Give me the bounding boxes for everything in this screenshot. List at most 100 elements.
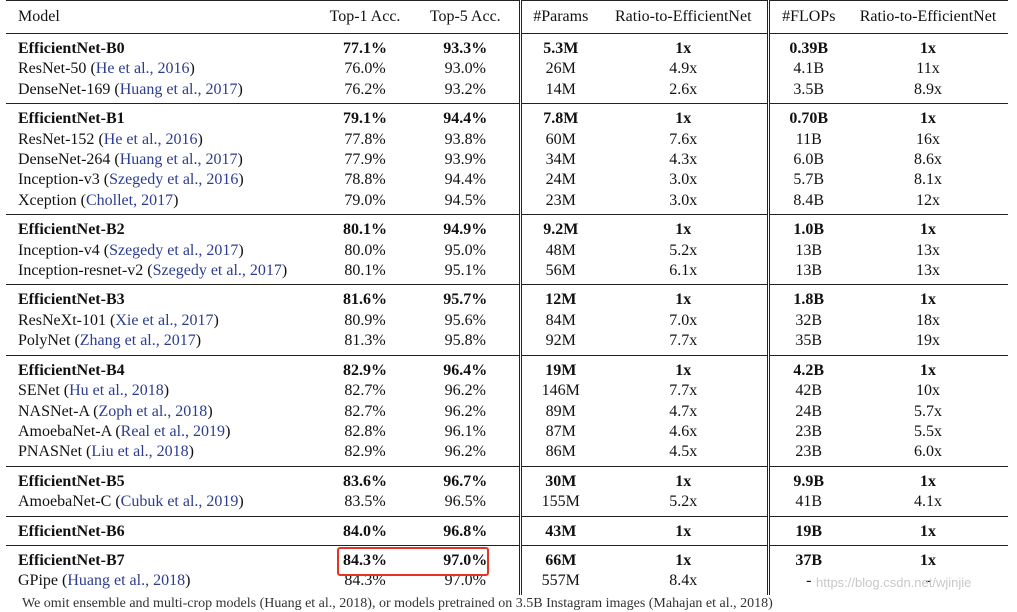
model-name: PNASNet bbox=[18, 443, 83, 461]
flops-cell: 41B bbox=[795, 493, 823, 511]
baseline-row: Inception-v3 (Szegedy et al., 2016) 78.8%… bbox=[6, 170, 1008, 191]
flops-cell: 24B bbox=[795, 402, 823, 420]
top1-cell: 76.2% bbox=[344, 80, 386, 98]
citation-link[interactable]: Huang et al., 2017 bbox=[119, 80, 238, 98]
ratio-flops-cell: 11x bbox=[916, 60, 940, 78]
baseline-row: GPipe (Huang et al., 2018) 84.3% 97.0% 557M… bbox=[6, 571, 1008, 595]
ratio-params-cell: 7.7x bbox=[600, 381, 770, 402]
citation-link[interactable]: Cubuk et al., 2019 bbox=[120, 493, 239, 511]
top5-cell: 93.9% bbox=[412, 150, 522, 171]
citation-link[interactable]: He et al., 2016 bbox=[95, 60, 190, 78]
params-cell: 5.3M bbox=[520, 33, 600, 60]
model-group: EfficientNet-B6 84.0% 96.8% 43M 1x 19B 1x bbox=[6, 515, 1008, 546]
results-table-container: Model Top-1 Acc. Top-5 Acc. #Params Rati… bbox=[6, 0, 1008, 595]
citation-link[interactable]: Xie et al., 2017 bbox=[115, 311, 214, 329]
ratio-params-cell: 1x bbox=[600, 214, 770, 241]
top1-cell: 76.0% bbox=[344, 60, 386, 78]
flops-cell: 0.39B bbox=[768, 33, 848, 60]
top1-cell: 80.1% bbox=[344, 262, 386, 280]
baseline-row: PNASNet (Liu et al., 2018) 82.9% 96.2% 86M 4… bbox=[6, 442, 1008, 467]
model-cell: SENet (Hu et al., 2018) bbox=[18, 382, 170, 400]
model-cell: AmoebaNet-A (Real et al., 2019) bbox=[18, 422, 231, 440]
ratio-flops-cell: 5.7x bbox=[914, 402, 942, 420]
ratio-params-cell: 3.0x bbox=[600, 190, 770, 215]
params-cell: 19M bbox=[520, 354, 600, 382]
citation-link[interactable]: Szegedy et al., 2016 bbox=[109, 171, 239, 189]
model-name: ResNeXt-101 bbox=[18, 311, 106, 329]
ratio-flops-cell: 13x bbox=[916, 262, 940, 280]
model-cell: EfficientNet-B1 bbox=[6, 103, 318, 130]
params-cell: 60M bbox=[545, 130, 576, 148]
citation-link[interactable]: Real et al., 2019 bbox=[120, 422, 226, 440]
model-cell: EfficientNet-B2 bbox=[6, 214, 318, 241]
top1-cell: 79.0% bbox=[344, 191, 386, 209]
efficientnet-row: EfficientNet-B0 77.1% 93.3% 5.3M 1x 0.39B 1x bbox=[6, 33, 1008, 60]
flops-cell: 3.5B bbox=[793, 80, 825, 98]
params-cell: 23M bbox=[545, 191, 576, 209]
params-cell: 7.8M bbox=[520, 103, 600, 130]
params-cell: 34M bbox=[545, 151, 576, 169]
flops-cell: 9.9B bbox=[768, 465, 848, 493]
citation-link[interactable]: Zhang et al., 2017 bbox=[79, 332, 196, 350]
footnote: We omit ensemble and multi-crop models (… bbox=[22, 596, 773, 611]
model-name: Inception-v3 bbox=[18, 171, 100, 189]
params-cell: 12M bbox=[520, 284, 600, 311]
top1-cell: 82.9% bbox=[344, 443, 386, 461]
params-cell: 30M bbox=[520, 465, 600, 493]
citation-link[interactable]: Huang et al., 2017 bbox=[119, 151, 238, 169]
top5-cell: 96.1% bbox=[412, 421, 522, 443]
flops-cell: 4.2B bbox=[768, 354, 848, 382]
ratio-flops-cell: 1x bbox=[848, 544, 1008, 572]
model-cell: Inception-v3 (Szegedy et al., 2016) bbox=[18, 171, 244, 189]
citation-link[interactable]: Huang et al., 2018 bbox=[67, 572, 186, 590]
top1-cell: 83.6% bbox=[318, 465, 412, 493]
efficientnet-comparison-table: Model Top-1 Acc. Top-5 Acc. #Params Rati… bbox=[6, 0, 1008, 595]
efficientnet-row: EfficientNet-B2 80.1% 94.9% 9.2M 1x 1.0B 1x bbox=[6, 214, 1008, 241]
flops-cell: 0.70B bbox=[768, 103, 848, 130]
baseline-row: DenseNet-264 (Huang et al., 2017) 77.9% 93… bbox=[6, 150, 1008, 171]
flops-cell: 42B bbox=[795, 382, 823, 400]
header-ratio-flops: Ratio-to-EfficientNet bbox=[848, 0, 1008, 34]
citation-link[interactable]: Szegedy et al., 2017 bbox=[152, 262, 282, 280]
top5-cell: 93.8% bbox=[412, 129, 522, 151]
ratio-params-cell: 5.2x bbox=[600, 240, 770, 262]
ratio-flops-cell: 19x bbox=[916, 332, 940, 350]
top5-cell: 96.2% bbox=[412, 442, 522, 467]
ratio-flops-cell: 10x bbox=[916, 382, 940, 400]
params-cell: 9.2M bbox=[520, 214, 600, 241]
top5-cell: 96.7% bbox=[412, 465, 522, 493]
top1-cell: 84.0% bbox=[318, 515, 412, 546]
ratio-params-cell: 1x bbox=[600, 544, 770, 572]
flops-cell: 35B bbox=[795, 332, 823, 350]
model-name: EfficientNet-B0 bbox=[18, 40, 125, 57]
model-name: AmoebaNet-A bbox=[18, 422, 112, 440]
model-name: DenseNet-169 bbox=[18, 80, 111, 98]
ratio-flops-cell: 16x bbox=[916, 130, 940, 148]
top5-cell: 93.3% bbox=[412, 33, 522, 60]
citation-link[interactable]: Szegedy et al., 2017 bbox=[109, 241, 239, 259]
ratio-flops-cell: 8.1x bbox=[914, 171, 942, 189]
params-cell: 48M bbox=[545, 241, 576, 259]
citation-link[interactable]: Hu et al., 2018 bbox=[69, 382, 164, 400]
top5-cell: 95.6% bbox=[412, 310, 522, 332]
header-row: Model Top-1 Acc. Top-5 Acc. #Params Rati… bbox=[6, 0, 1008, 34]
baseline-row: NASNet-A (Zoph et al., 2018) 82.7% 96.2% 89… bbox=[6, 401, 1008, 422]
top1-cell: 77.9% bbox=[344, 151, 386, 169]
params-cell: 92M bbox=[545, 332, 576, 350]
citation-link[interactable]: Chollet, 2017 bbox=[85, 191, 174, 209]
model-cell: PNASNet (Liu et al., 2018) bbox=[18, 443, 194, 461]
model-name: DenseNet-264 bbox=[18, 151, 111, 169]
citation-link[interactable]: He et al., 2016 bbox=[103, 130, 198, 148]
efficientnet-row: EfficientNet-B5 83.6% 96.7% 30M 1x 9.9B 1x bbox=[6, 465, 1008, 493]
model-cell: NASNet-A (Zoph et al., 2018) bbox=[18, 402, 213, 420]
header-flops: #FLOPs bbox=[768, 0, 848, 34]
top5-cell: 96.2% bbox=[412, 381, 522, 402]
model-name: EfficientNet-B2 bbox=[18, 221, 125, 239]
citation-link[interactable]: Zoph et al., 2018 bbox=[98, 402, 208, 420]
model-cell: ResNet-152 (He et al., 2016) bbox=[18, 130, 203, 148]
citation-link[interactable]: Liu et al., 2018 bbox=[91, 443, 189, 461]
ratio-params-cell: 2.6x bbox=[600, 79, 770, 104]
flops-cell: - bbox=[806, 572, 812, 590]
flops-cell: 37B bbox=[768, 544, 848, 572]
top1-cell: 82.8% bbox=[344, 422, 386, 440]
